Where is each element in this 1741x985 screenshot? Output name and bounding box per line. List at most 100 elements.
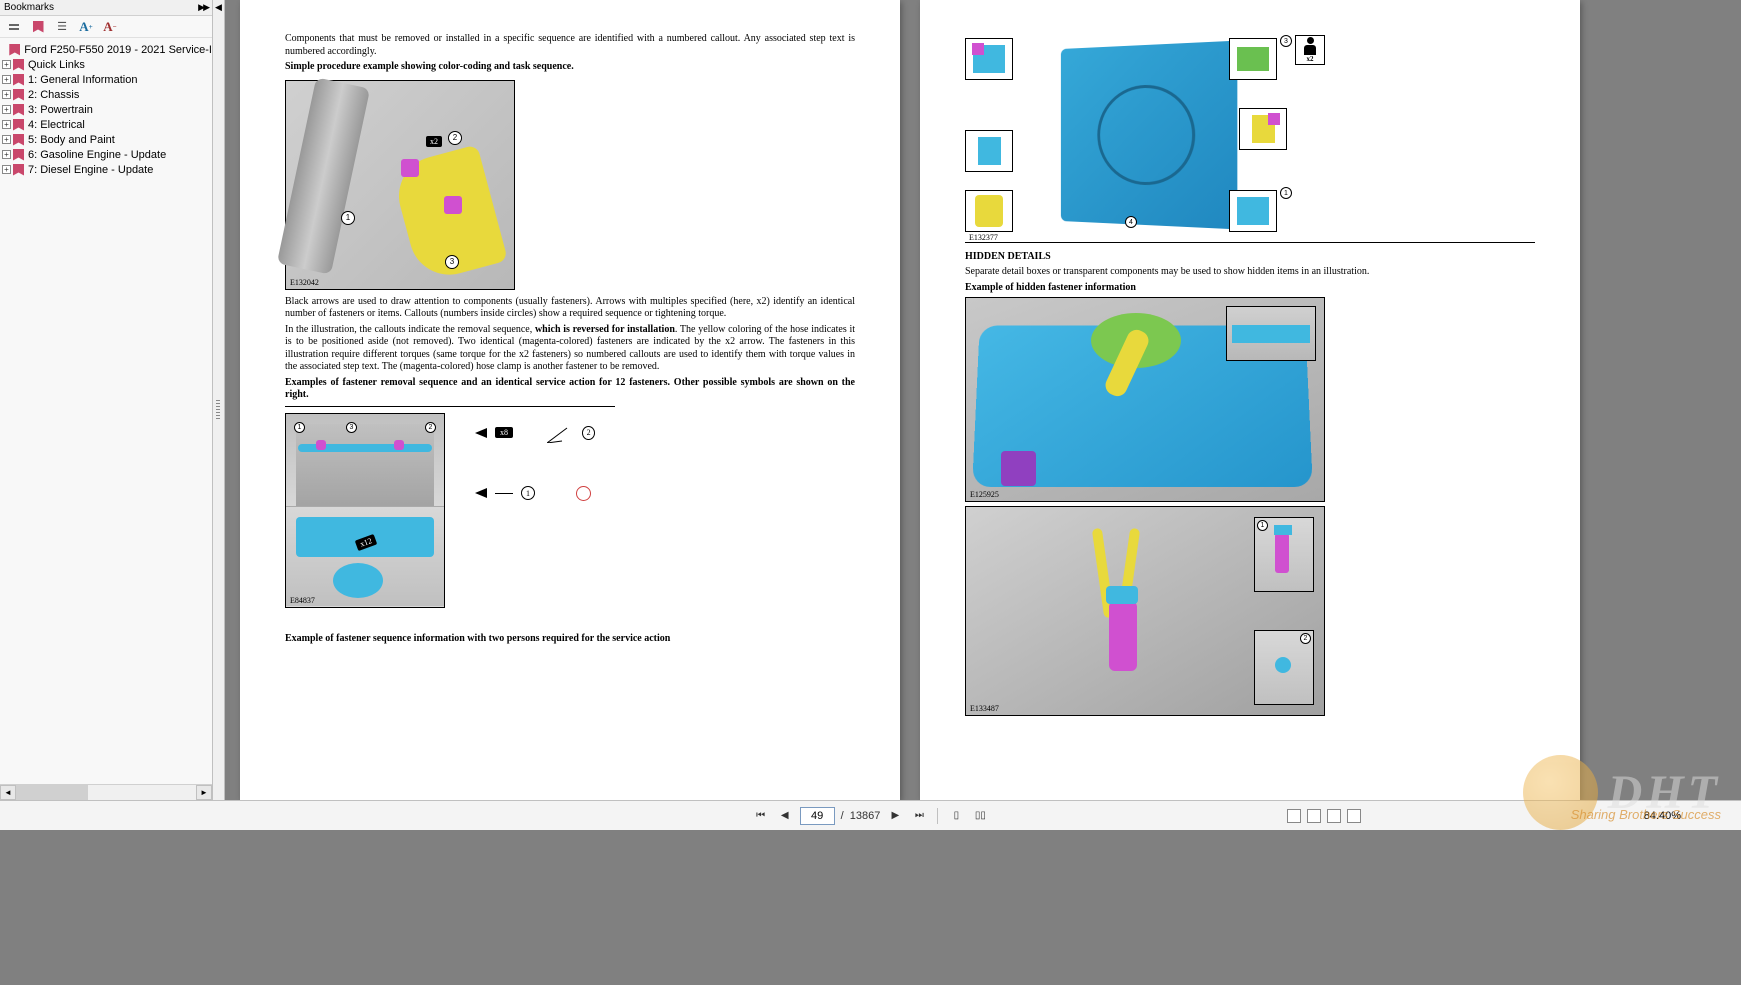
last-page-button[interactable]: ⏭ bbox=[910, 807, 928, 825]
page-total: 13867 bbox=[850, 810, 881, 822]
page-right: 3 1 4 x2 E132377 HIDDEN DETAILS Separate… bbox=[920, 0, 1580, 800]
detail-inset bbox=[1239, 108, 1287, 150]
arrow-icon bbox=[475, 428, 487, 438]
scroll-track[interactable] bbox=[16, 785, 196, 800]
sidebar-header: Bookmarks ▶▶ bbox=[0, 0, 212, 16]
symbol-legend: x82 1 bbox=[475, 413, 595, 608]
scroll-right-icon[interactable]: ► bbox=[196, 785, 212, 800]
options-icon[interactable]: ☰ bbox=[54, 19, 70, 35]
bookmark-node-icon bbox=[13, 119, 24, 131]
bookmark-node-icon bbox=[9, 44, 20, 56]
tree-item[interactable]: +5: Body and Paint bbox=[0, 132, 212, 147]
next-page-button[interactable]: ▶ bbox=[886, 807, 904, 825]
tree-label: 1: General Information bbox=[28, 74, 137, 86]
detail-inset: 1 bbox=[1254, 517, 1314, 592]
figure-label: E132377 bbox=[969, 233, 998, 242]
tree-item[interactable]: +6: Gasoline Engine - Update bbox=[0, 147, 212, 162]
view-mode-icons bbox=[1287, 809, 1361, 823]
expander-icon[interactable]: + bbox=[2, 135, 11, 144]
bookmark-node-icon bbox=[13, 164, 24, 176]
arrow-icon bbox=[475, 488, 487, 498]
sidebar-toolbar: ☰ A+ A− bbox=[0, 16, 212, 38]
figure-radiator: 3 1 4 x2 E132377 bbox=[965, 30, 1325, 240]
detail-inset bbox=[965, 38, 1013, 80]
page-left: Components that must be removed or insta… bbox=[240, 0, 900, 800]
tree-item[interactable]: Ford F250-F550 2019 - 2021 Service-I bbox=[0, 42, 212, 57]
prohibit-icon bbox=[576, 486, 591, 501]
layout-icon[interactable] bbox=[1307, 809, 1321, 823]
watermark-subtitle: Sharing Brothers Success bbox=[1571, 807, 1721, 822]
tree-label: Ford F250-F550 2019 - 2021 Service-I bbox=[24, 44, 212, 56]
expander-icon[interactable]: + bbox=[2, 120, 11, 129]
expander-icon[interactable]: + bbox=[2, 165, 11, 174]
expander-icon[interactable]: + bbox=[2, 75, 11, 84]
first-page-button[interactable]: ⏮ bbox=[752, 807, 770, 825]
body-text: In the illustration, the callouts indica… bbox=[285, 324, 855, 374]
body-text: Components that must be removed or insta… bbox=[285, 33, 855, 58]
scroll-left-icon[interactable]: ◄ bbox=[0, 785, 16, 800]
multiplier-badge: x2 bbox=[426, 136, 442, 147]
facing-page-icon[interactable]: ▯▯ bbox=[971, 807, 989, 825]
sidebar-title: Bookmarks bbox=[4, 2, 198, 13]
layout-icon[interactable] bbox=[1347, 809, 1361, 823]
tree-label: 7: Diesel Engine - Update bbox=[28, 164, 153, 176]
tree-item[interactable]: +3: Powertrain bbox=[0, 102, 212, 117]
bookmarks-sidebar: Bookmarks ▶▶ ☰ A+ A− Ford F250-F550 2019… bbox=[0, 0, 213, 800]
tree-item[interactable]: +1: General Information bbox=[0, 72, 212, 87]
page-separator: / bbox=[841, 810, 844, 822]
detail-inset bbox=[965, 190, 1013, 232]
expander-icon[interactable]: + bbox=[2, 60, 11, 69]
callout-2: 2 bbox=[448, 131, 462, 145]
tree-label: 6: Gasoline Engine - Update bbox=[28, 149, 166, 161]
detail-inset: 3 bbox=[1229, 38, 1277, 80]
person-icon: x2 bbox=[1295, 35, 1325, 65]
page-nav-toolbar: ⏮ ◀ / 13867 ▶ ⏭ ▯ ▯▯ 84.40% bbox=[0, 800, 1741, 830]
bookmark-tree: Ford F250-F550 2019 - 2021 Service-I +Qu… bbox=[0, 38, 212, 784]
heading-text: Example of hidden fastener information bbox=[965, 282, 1535, 295]
collapse-icon[interactable]: ▶▶ bbox=[198, 2, 208, 13]
callout-1: 1 bbox=[341, 211, 355, 225]
figure-label: E133487 bbox=[970, 704, 999, 713]
grip-icon bbox=[216, 400, 220, 420]
expander-icon[interactable]: + bbox=[2, 150, 11, 159]
heading-text: Simple procedure example showing color-c… bbox=[285, 61, 855, 74]
bookmark-icon[interactable] bbox=[30, 19, 46, 35]
bookmark-node-icon bbox=[13, 149, 24, 161]
expander-icon[interactable]: + bbox=[2, 105, 11, 114]
sidebar-hscrollbar[interactable]: ◄ ► bbox=[0, 784, 212, 800]
tree-item[interactable]: +2: Chassis bbox=[0, 87, 212, 102]
layout-icon[interactable] bbox=[1287, 809, 1301, 823]
page-number-input[interactable] bbox=[800, 807, 835, 825]
figure-pump: 1 2 E133487 bbox=[965, 506, 1325, 716]
expand-all-icon[interactable] bbox=[6, 19, 22, 35]
detail-inset bbox=[965, 130, 1013, 172]
heading-text: Examples of fastener removal sequence an… bbox=[285, 377, 855, 402]
tree-item[interactable]: +7: Diesel Engine - Update bbox=[0, 162, 212, 177]
expander-icon[interactable]: + bbox=[2, 90, 11, 99]
figure-row: 1 2 3 x12 E84837 x82 1 bbox=[285, 413, 855, 608]
bookmark-node-icon bbox=[13, 104, 24, 116]
scroll-thumb[interactable] bbox=[16, 785, 88, 800]
prev-page-button[interactable]: ◀ bbox=[776, 807, 794, 825]
bookmark-node-icon bbox=[13, 134, 24, 146]
rule-line bbox=[285, 406, 615, 407]
tree-item[interactable]: +Quick Links bbox=[0, 57, 212, 72]
layout-icon[interactable] bbox=[1327, 809, 1341, 823]
figure-label: E132042 bbox=[290, 278, 319, 287]
figure-label: E84837 bbox=[290, 596, 315, 605]
font-increase-button[interactable]: A+ bbox=[78, 19, 94, 35]
font-decrease-button[interactable]: A− bbox=[102, 19, 118, 35]
body-text: Separate detail boxes or transparent com… bbox=[965, 266, 1535, 279]
tree-item[interactable]: +4: Electrical bbox=[0, 117, 212, 132]
figure-hidden-fastener: E125925 bbox=[965, 297, 1325, 502]
sidebar-resize-handle[interactable]: ◀ bbox=[213, 0, 225, 800]
tree-label: 4: Electrical bbox=[28, 119, 85, 131]
bookmark-node-icon bbox=[13, 89, 24, 101]
document-viewer: Components that must be removed or insta… bbox=[225, 0, 1741, 800]
single-page-icon[interactable]: ▯ bbox=[947, 807, 965, 825]
body-text: Black arrows are used to draw attention … bbox=[285, 296, 855, 321]
sidebar-toggle-icon[interactable]: ◀ bbox=[215, 2, 222, 13]
multiplier-badge: x8 bbox=[495, 427, 513, 438]
tree-label: 5: Body and Paint bbox=[28, 134, 115, 146]
figure-label: E125925 bbox=[970, 490, 999, 499]
